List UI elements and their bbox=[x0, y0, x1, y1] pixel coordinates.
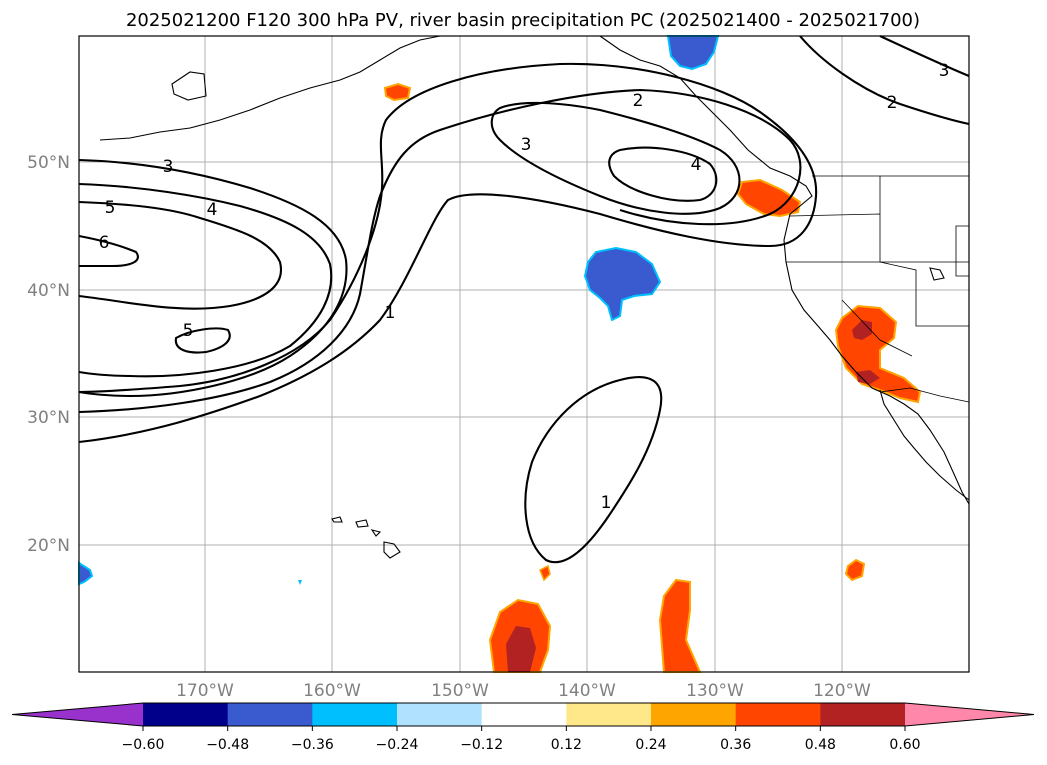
contour-3-loop bbox=[490, 101, 741, 215]
colorbar-tick-label: −0.24 bbox=[376, 737, 419, 753]
colorbar-swatch bbox=[227, 703, 313, 726]
colorbar-tick-label: 0.36 bbox=[720, 737, 751, 753]
contour-2-main bbox=[78, 88, 802, 414]
colorbar-extend-high bbox=[905, 703, 1034, 726]
contour-5-loop bbox=[174, 327, 231, 354]
coastline-alaska bbox=[599, 35, 970, 505]
colorbar-swatch bbox=[312, 703, 398, 726]
coastline-aleutians bbox=[99, 35, 441, 141]
colorbar-tick-label: −0.60 bbox=[122, 737, 165, 753]
precip-pos-small bbox=[383, 82, 412, 102]
border-state-1 bbox=[789, 213, 969, 263]
precip-pos-socal-core bbox=[856, 370, 880, 384]
contour-label: 1 bbox=[385, 303, 396, 323]
lon-label: 150°W bbox=[431, 681, 489, 701]
colorbar-swatch bbox=[735, 703, 821, 726]
lon-label: 160°W bbox=[303, 681, 361, 701]
colorbar-swatch bbox=[143, 703, 229, 726]
contour-3-main bbox=[78, 158, 348, 398]
colorbar-extend-low bbox=[12, 703, 143, 726]
precip-shading bbox=[78, 35, 922, 673]
contour-labels: 2 2 3 3 3 4 4 5 5 6 1 1 bbox=[99, 61, 950, 513]
precip-pos-tiny bbox=[539, 564, 551, 582]
coastline-hawaii-5 bbox=[171, 71, 207, 101]
precip-pos-pnw bbox=[736, 178, 802, 218]
coastline-hawaii-1 bbox=[331, 516, 343, 523]
coastline-hawaii-3 bbox=[370, 529, 382, 537]
coastlines bbox=[99, 35, 970, 559]
lon-label: 170°W bbox=[176, 681, 234, 701]
colorbar-tick-label: −0.48 bbox=[206, 737, 249, 753]
precip-neg-west bbox=[78, 561, 94, 586]
contour-5-main bbox=[78, 200, 283, 310]
coastline-baja bbox=[879, 389, 970, 501]
contour-label: 3 bbox=[521, 135, 532, 155]
colorbar-swatch bbox=[820, 703, 906, 726]
lon-label: 140°W bbox=[558, 681, 616, 701]
lat-labels: 50°N 40°N 30°N 20°N bbox=[27, 153, 70, 556]
contour-4-main bbox=[78, 182, 333, 378]
border-us-mexico bbox=[879, 387, 970, 403]
precip-pos-baja bbox=[844, 558, 866, 582]
contour-label: 2 bbox=[633, 91, 644, 111]
colorbar-tick-label: 0.12 bbox=[551, 737, 582, 753]
colorbar-swatch bbox=[651, 703, 737, 726]
colorbar-swatch bbox=[481, 703, 567, 726]
contour-label: 5 bbox=[183, 321, 194, 341]
figure-title: 2025021200 F120 300 hPa PV, river basin … bbox=[126, 10, 920, 31]
contour-label: 4 bbox=[691, 155, 702, 175]
coastline-island bbox=[929, 267, 945, 281]
contour-label: 3 bbox=[163, 157, 174, 177]
colorbar-swatch bbox=[566, 703, 652, 726]
map-panel: 2 2 3 3 3 4 4 5 5 6 1 1 bbox=[78, 35, 970, 673]
coastline-hawaii-4 bbox=[383, 541, 401, 559]
precip-pos-south-b bbox=[658, 578, 702, 673]
borders bbox=[786, 175, 970, 403]
lon-label: 130°W bbox=[686, 681, 744, 701]
coastline-hawaii-2 bbox=[355, 519, 369, 528]
colorbar-swatch bbox=[397, 703, 483, 726]
border-state-5 bbox=[955, 225, 970, 277]
colorbar: −0.60 −0.48 −0.36 −0.24 −0.12 0.12 0.24 0.36 0.4… bbox=[11, 702, 1035, 753]
pv-contours bbox=[78, 35, 970, 564]
contour-label: 3 bbox=[939, 61, 950, 81]
precip-neg-alaska bbox=[666, 35, 720, 71]
contour-label: 5 bbox=[105, 198, 116, 218]
contour-3-ne bbox=[879, 35, 970, 77]
border-state-2 bbox=[786, 261, 969, 327]
map-frame bbox=[78, 35, 970, 673]
contour-1-south bbox=[524, 376, 663, 564]
contour-6 bbox=[78, 234, 139, 268]
precip-pos-south-a-core bbox=[506, 626, 536, 672]
contour-1-main bbox=[78, 62, 818, 444]
colorbar-tick-label: 0.48 bbox=[805, 737, 836, 753]
lon-label: 120°W bbox=[813, 681, 871, 701]
colorbar-tick-label: −0.12 bbox=[460, 737, 503, 753]
lat-label: 40°N bbox=[27, 281, 70, 301]
gridlines bbox=[79, 36, 969, 672]
lat-label: 50°N bbox=[27, 153, 70, 173]
contour-label: 4 bbox=[207, 200, 218, 220]
precip-neg-central bbox=[583, 246, 662, 322]
precip-neg-tiny bbox=[298, 580, 302, 585]
colorbar-tick-label: 0.60 bbox=[889, 737, 920, 753]
contour-label: 2 bbox=[887, 93, 898, 113]
contour-2-ne bbox=[799, 35, 970, 126]
contour-label: 6 bbox=[99, 233, 110, 253]
lat-label: 20°N bbox=[27, 536, 70, 556]
colorbar-tick-label: −0.36 bbox=[291, 737, 334, 753]
lat-label: 30°N bbox=[27, 408, 70, 428]
contour-4-loop bbox=[608, 146, 718, 202]
precip-pos-california-core bbox=[852, 320, 872, 340]
border-state-3 bbox=[841, 299, 913, 357]
colorbar-tick-label: 0.24 bbox=[635, 737, 666, 753]
contour-label: 1 bbox=[601, 493, 612, 513]
lon-labels: 170°W 160°W 150°W 140°W 130°W 120°W bbox=[176, 681, 871, 701]
